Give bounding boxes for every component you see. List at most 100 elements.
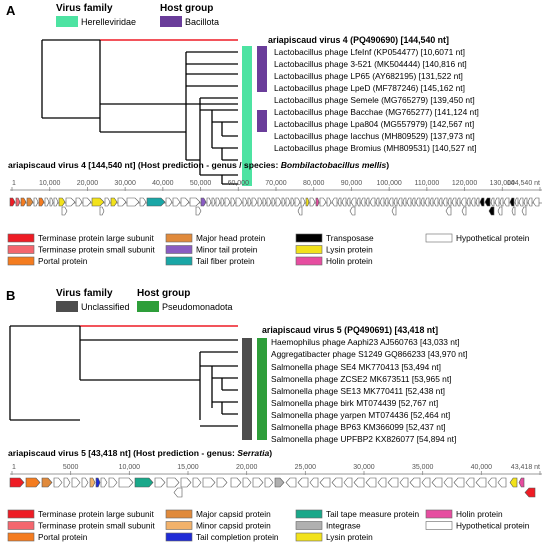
gene-arrow xyxy=(499,197,504,207)
gene-legend-swatch xyxy=(7,532,35,542)
gene-arrow xyxy=(438,197,443,207)
panel-b-tree-label: Salmonella phage BP63 KM366099 [52,437 n… xyxy=(271,422,446,432)
gene-legend-label: Portal protein xyxy=(38,256,88,266)
scale-tick-label: 80,000 xyxy=(303,180,325,187)
panel-a-host-group-title: Host group xyxy=(160,3,213,14)
gene-arrow xyxy=(242,197,248,207)
gene-arrow xyxy=(461,206,467,216)
scale-tick-label: 120,000 xyxy=(452,180,477,187)
gene-arrow xyxy=(257,197,263,207)
gene-legend-label: Tail completion protein xyxy=(196,532,279,542)
panel-a-tree-label: ariapiscaud virus 4 (PQ490690) [144,540 … xyxy=(268,35,449,45)
gene-arrow xyxy=(349,206,356,216)
gene-arrow xyxy=(456,197,461,207)
panel-b-tree-label: Salmonella phage SE4 MK770413 [53,494 nt… xyxy=(271,362,441,372)
gene-legend-swatch xyxy=(7,233,35,243)
gene-arrow xyxy=(365,477,377,488)
gene-arrow xyxy=(475,197,480,207)
panel-b-tree xyxy=(9,325,238,427)
scale-tick-label: 130,000 xyxy=(490,180,515,187)
gene-legend-label: Terminase protein small subunit xyxy=(38,245,155,255)
gene-arrow xyxy=(53,197,59,207)
gene-arrow xyxy=(350,197,357,207)
gene-arrow xyxy=(470,197,476,207)
gene-arrow xyxy=(75,197,83,207)
scale-tick-label: 60,000 xyxy=(228,180,250,187)
panel-b-family-bar xyxy=(242,338,252,440)
panel-b-tree-label: ariapiscaud virus 5 (PQ490691) [43,418 n… xyxy=(262,325,438,335)
panel-b-tree-label: Salmonella phage ZCSE2 MK673511 [53,965 … xyxy=(271,374,452,384)
gene-legend-label: Integrase xyxy=(326,521,361,531)
panel-a-genes xyxy=(9,197,540,216)
gene-arrow xyxy=(377,477,387,488)
scale-tick-label: 70,000 xyxy=(265,180,287,187)
gene-arrow xyxy=(305,197,310,207)
gene-arrow xyxy=(202,477,216,488)
gene-arrow xyxy=(387,477,399,488)
gene-arrow xyxy=(91,197,105,207)
panel-a-tree-label: Lactobacillus phage LP65 (AY682195) [131… xyxy=(274,71,463,81)
panel-a-scale: 1 10,000 20,000 30,000 40,000 50,000 60,000 70,… xyxy=(10,180,542,191)
gene-arrow xyxy=(479,197,485,207)
gene-arrow xyxy=(25,477,41,488)
gene-arrow xyxy=(274,477,285,488)
gene-legend-swatch xyxy=(165,521,193,530)
gene-arrow xyxy=(411,197,416,207)
panel-a-scale-ticks: 1 10,000 20,000 30,000 40,000 50,000 60,000 70,… xyxy=(11,180,541,191)
gene-legend-label: Holin protein xyxy=(456,509,503,519)
gene-arrow xyxy=(166,477,180,488)
gene-arrow xyxy=(294,197,301,207)
gene-arrow xyxy=(343,477,353,488)
panel-a-tree-label: Lactobacillus phage LpeD (MF787246) [145… xyxy=(274,83,465,93)
gene-legend-swatch xyxy=(7,256,35,266)
gene-arrow xyxy=(180,477,192,488)
gene-arrow xyxy=(71,477,81,488)
gene-arrow xyxy=(215,197,221,207)
scale-tick-label: 144,540 nt xyxy=(507,180,540,187)
gene-arrow xyxy=(134,477,154,488)
scale-tick-label: 15,000 xyxy=(177,464,199,471)
panel-b-virus-family-swatch xyxy=(56,301,78,312)
scale-tick-label: 20,000 xyxy=(236,464,258,471)
panel-b-tree-label: Haemophilus phage Aaphi23 AJ560763 [43,0… xyxy=(271,337,460,347)
gene-arrow xyxy=(331,477,343,488)
gene-arrow xyxy=(49,197,54,207)
gene-arrow xyxy=(424,197,430,207)
gene-arrow xyxy=(252,477,264,488)
gene-arrow xyxy=(518,477,525,488)
gene-arrow xyxy=(242,477,252,488)
gene-legend-swatch xyxy=(165,509,193,519)
scale-tick-label: 10,000 xyxy=(39,180,61,187)
gene-arrow xyxy=(126,197,140,207)
gene-arrow xyxy=(319,477,331,488)
panel-a-host-bar-1 xyxy=(257,46,267,92)
gene-arrow xyxy=(397,197,403,207)
gene-arrow xyxy=(285,197,291,207)
gene-arrow xyxy=(384,197,389,207)
gene-arrow xyxy=(360,197,366,207)
gene-arrow xyxy=(117,197,127,207)
gene-arrow xyxy=(315,197,320,207)
scale-tick-label: 35,000 xyxy=(412,464,434,471)
gene-arrow xyxy=(192,477,202,488)
gene-arrow xyxy=(514,197,519,207)
gene-arrow xyxy=(53,477,63,488)
panel-b-scale: 1 5000 10,000 15,000 20,000 25,000 30,000 35,00… xyxy=(10,464,542,475)
gene-arrow xyxy=(443,477,453,488)
gene-arrow xyxy=(509,477,518,488)
gene-arrow xyxy=(341,197,347,207)
gene-arrow xyxy=(230,477,242,488)
gene-arrow xyxy=(9,197,16,207)
panel-b-host-group-swatch xyxy=(137,301,159,312)
gene-legend-label: Lysin protein xyxy=(326,532,373,542)
gene-arrow xyxy=(391,206,397,216)
gene-arrow xyxy=(337,197,342,207)
gene-arrow xyxy=(230,197,236,207)
scale-tick-label: 30,000 xyxy=(353,464,375,471)
gene-arrow xyxy=(369,197,376,207)
gene-arrow xyxy=(99,206,105,216)
gene-arrow xyxy=(82,197,92,207)
gene-legend-label: Hypothetical protein xyxy=(456,521,530,531)
gene-arrow xyxy=(346,197,351,207)
gene-arrow xyxy=(409,477,421,488)
